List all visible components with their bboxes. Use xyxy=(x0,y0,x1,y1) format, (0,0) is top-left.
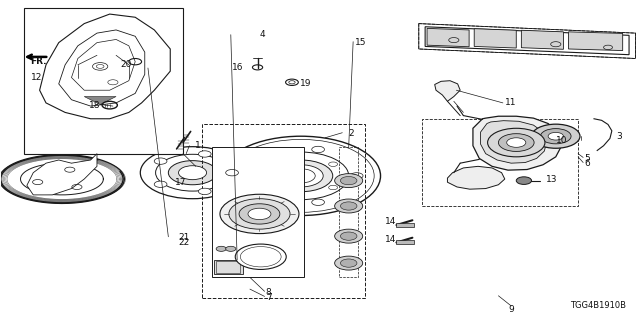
Polygon shape xyxy=(447,166,505,189)
Circle shape xyxy=(335,256,363,270)
Text: 5: 5 xyxy=(584,154,590,163)
Circle shape xyxy=(329,185,337,190)
Bar xyxy=(216,261,241,273)
Bar xyxy=(214,260,243,274)
Circle shape xyxy=(548,132,563,140)
Circle shape xyxy=(488,128,545,157)
Polygon shape xyxy=(84,97,116,105)
Bar xyxy=(339,147,358,277)
Circle shape xyxy=(226,170,239,176)
Polygon shape xyxy=(40,14,170,119)
Bar xyxy=(396,223,414,227)
Text: 6: 6 xyxy=(584,159,590,168)
Text: 22: 22 xyxy=(179,238,190,247)
Circle shape xyxy=(198,188,211,195)
Circle shape xyxy=(221,136,381,215)
Circle shape xyxy=(350,173,363,179)
Polygon shape xyxy=(427,28,469,47)
Text: 14: 14 xyxy=(385,235,396,244)
Circle shape xyxy=(198,151,211,157)
Circle shape xyxy=(156,154,230,191)
Circle shape xyxy=(248,208,271,220)
Text: 8: 8 xyxy=(266,288,271,297)
Circle shape xyxy=(340,177,357,185)
Polygon shape xyxy=(474,29,516,48)
Circle shape xyxy=(239,204,280,224)
Circle shape xyxy=(540,129,571,144)
Text: 14: 14 xyxy=(385,217,396,226)
Circle shape xyxy=(532,124,580,148)
Circle shape xyxy=(312,199,324,205)
Circle shape xyxy=(216,246,227,252)
Polygon shape xyxy=(481,121,547,163)
Circle shape xyxy=(278,165,323,187)
Bar xyxy=(24,8,183,154)
Circle shape xyxy=(229,199,290,229)
Circle shape xyxy=(507,138,526,147)
Circle shape xyxy=(335,229,363,243)
Text: 17: 17 xyxy=(175,178,186,187)
Circle shape xyxy=(284,193,293,197)
Text: 18: 18 xyxy=(89,101,100,110)
Text: FR.: FR. xyxy=(30,57,47,66)
Circle shape xyxy=(250,189,262,195)
Text: 4: 4 xyxy=(259,30,265,39)
Polygon shape xyxy=(419,24,636,59)
Circle shape xyxy=(168,161,217,185)
Text: 15: 15 xyxy=(355,38,367,47)
Circle shape xyxy=(335,199,363,213)
Circle shape xyxy=(499,134,534,151)
Circle shape xyxy=(340,202,357,210)
Text: 11: 11 xyxy=(505,99,516,108)
Polygon shape xyxy=(473,116,562,170)
Text: 2: 2 xyxy=(349,129,355,138)
Bar xyxy=(422,119,578,206)
Text: 7: 7 xyxy=(266,293,271,302)
Circle shape xyxy=(312,146,324,153)
Text: 10: 10 xyxy=(556,136,567,146)
Circle shape xyxy=(179,166,207,180)
Circle shape xyxy=(154,181,167,188)
Text: 21: 21 xyxy=(179,233,190,242)
Text: 13: 13 xyxy=(546,174,557,184)
Circle shape xyxy=(340,259,357,267)
Polygon shape xyxy=(425,27,629,55)
Circle shape xyxy=(335,174,363,188)
Text: 12: 12 xyxy=(31,73,43,82)
Bar xyxy=(396,240,414,244)
Circle shape xyxy=(236,244,286,269)
Text: 1: 1 xyxy=(195,141,200,150)
Circle shape xyxy=(140,147,245,199)
Text: 3: 3 xyxy=(616,132,622,141)
Text: TGG4B1910B: TGG4B1910B xyxy=(570,301,626,310)
Circle shape xyxy=(516,177,532,184)
Text: 16: 16 xyxy=(232,63,244,72)
Circle shape xyxy=(329,162,337,166)
Circle shape xyxy=(250,156,262,163)
Circle shape xyxy=(226,246,236,252)
Circle shape xyxy=(154,158,167,164)
Polygon shape xyxy=(435,81,460,101)
Polygon shape xyxy=(522,30,563,49)
Polygon shape xyxy=(568,32,623,51)
Text: 20: 20 xyxy=(121,60,132,69)
Circle shape xyxy=(257,174,266,178)
Text: 9: 9 xyxy=(508,305,514,314)
Polygon shape xyxy=(27,154,97,195)
Text: 19: 19 xyxy=(300,79,311,88)
Bar xyxy=(202,124,365,298)
Circle shape xyxy=(269,160,333,192)
Circle shape xyxy=(220,194,299,234)
Bar xyxy=(212,147,304,277)
Circle shape xyxy=(284,155,293,159)
Circle shape xyxy=(340,232,357,240)
